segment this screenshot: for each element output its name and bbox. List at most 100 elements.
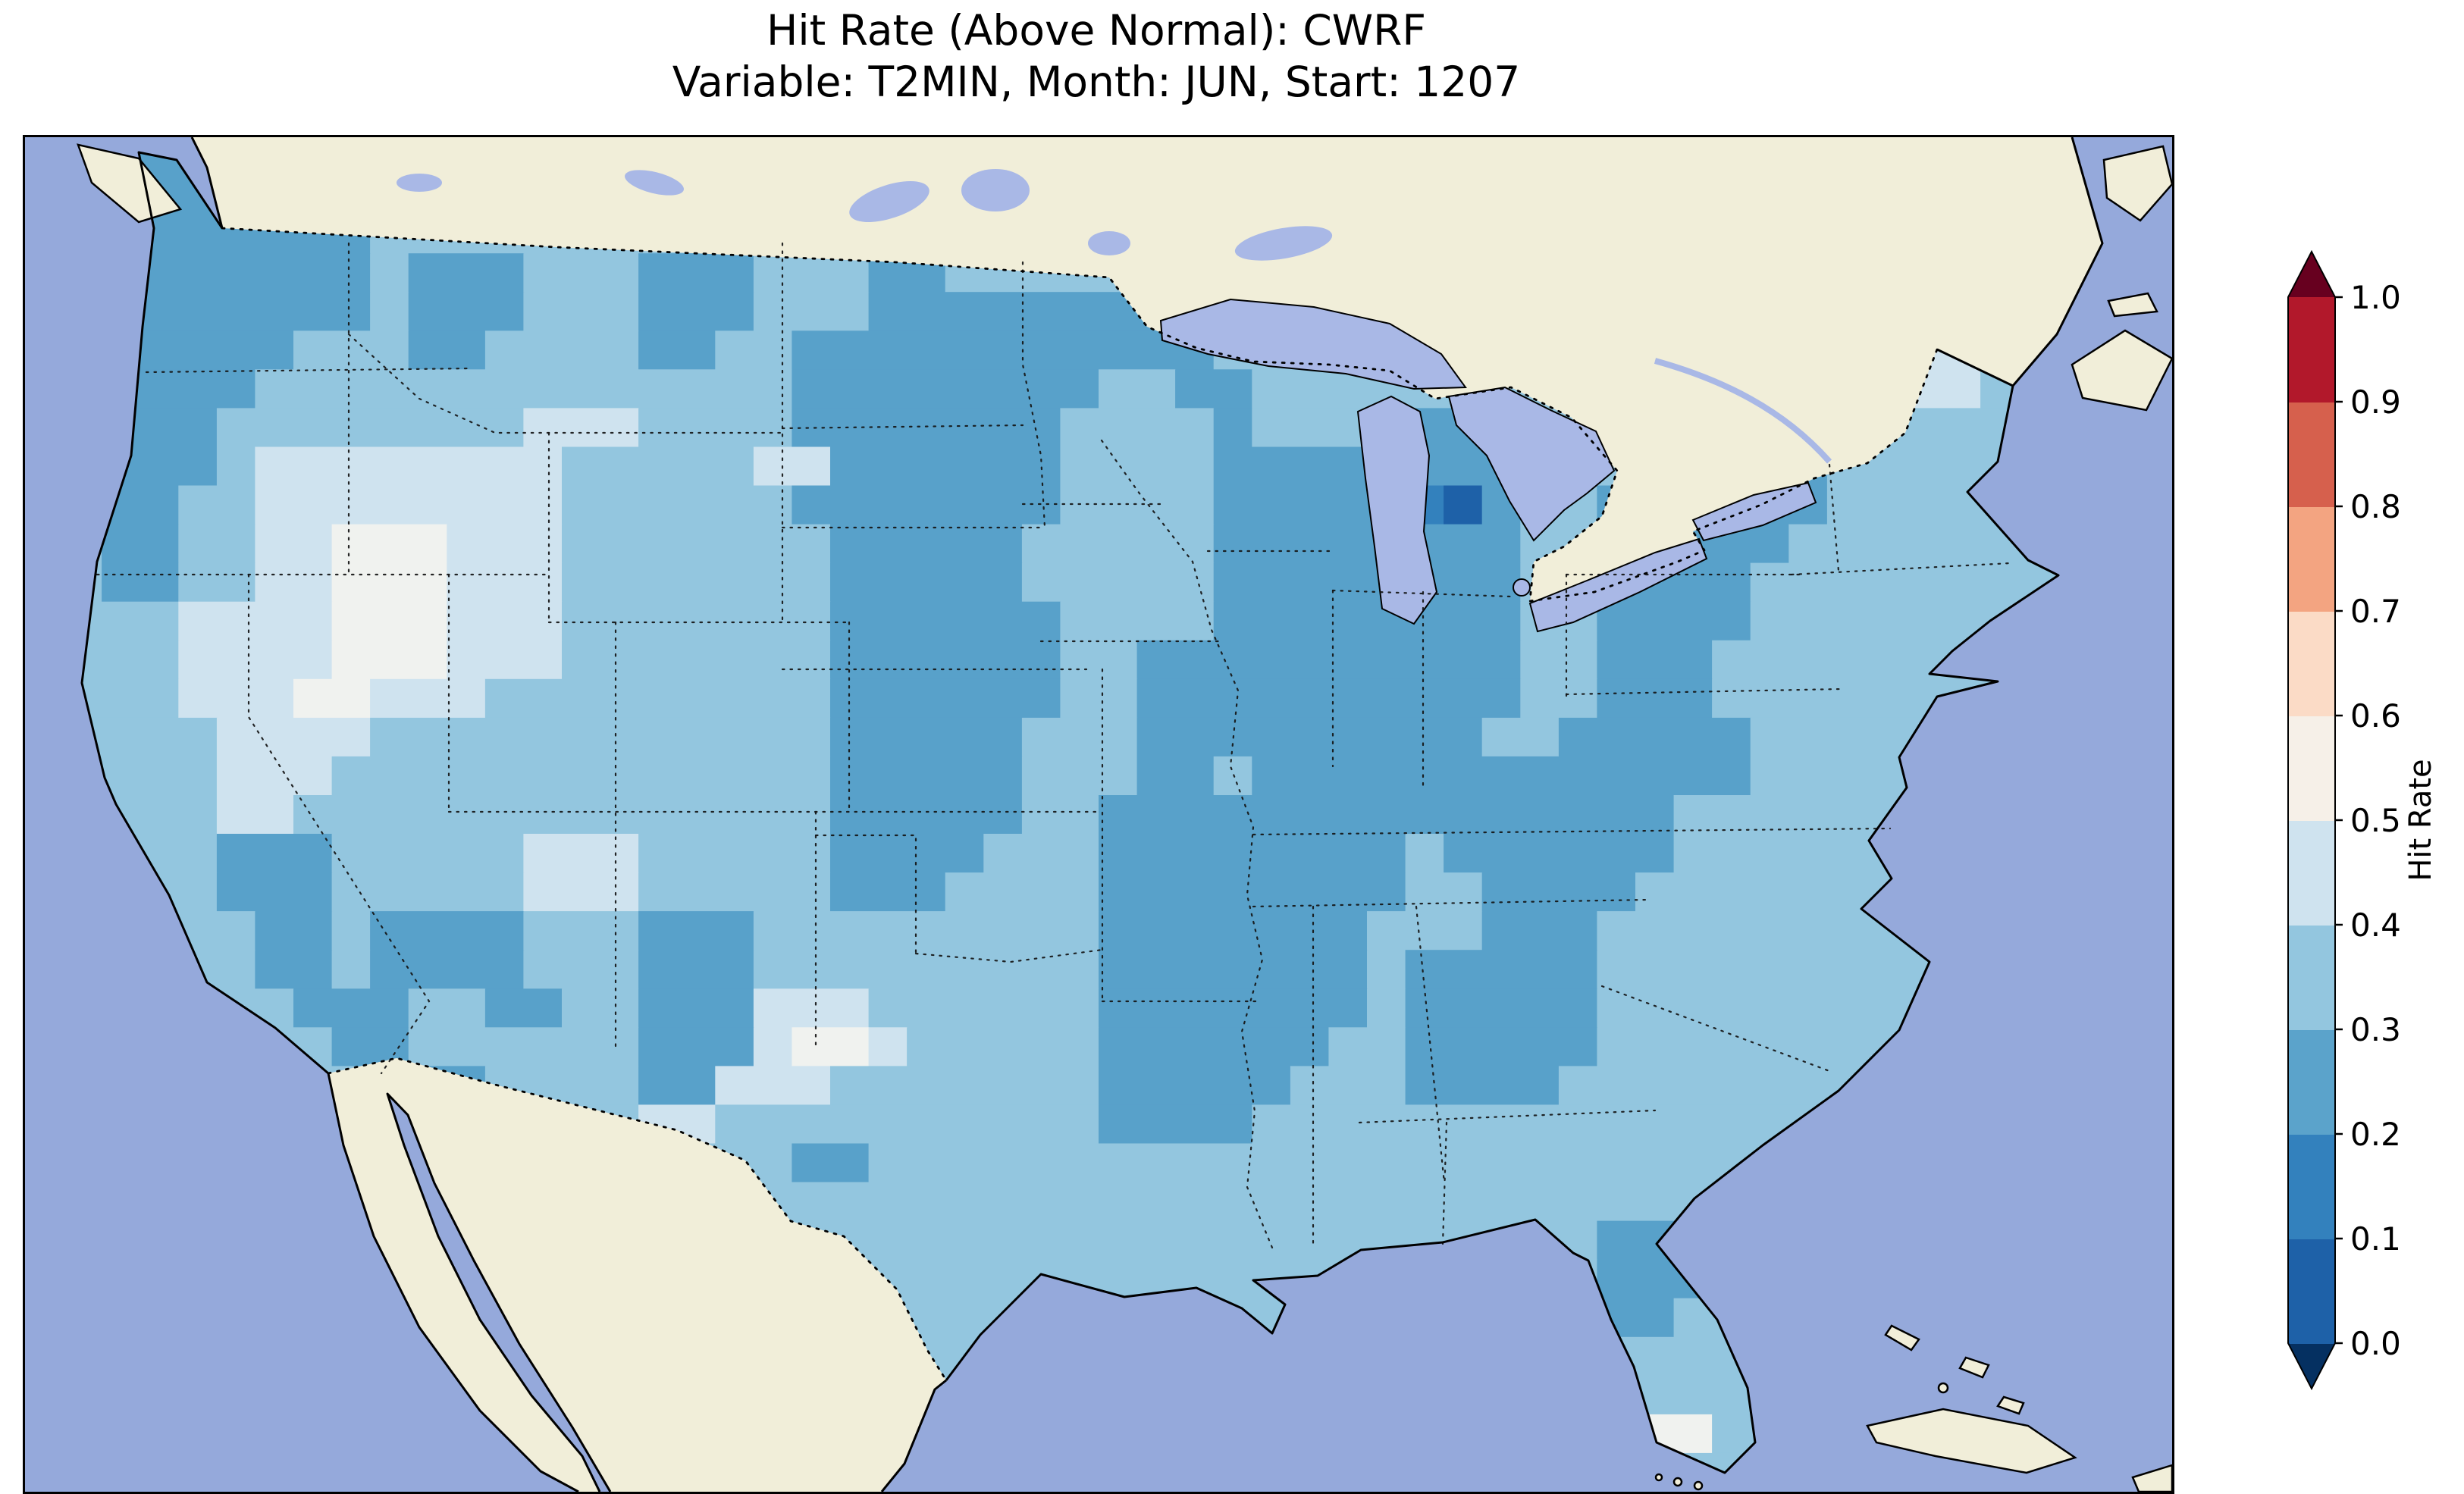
lake-ontario (1691, 481, 1817, 542)
grid-cell-run (830, 601, 1061, 641)
grid-cell-run (830, 678, 1061, 719)
colorbar-tick-label: 0.3 (2350, 1011, 2401, 1048)
colorbar-tick-label: 0.6 (2350, 697, 2401, 734)
canada-lakes (397, 169, 1832, 464)
colorbar-tick-label: 1.0 (2350, 279, 2401, 316)
colorbar-tick-label: 0.8 (2350, 488, 2401, 525)
atlantic-gulf-coastline (945, 348, 2060, 1474)
grid-cell-run (1021, 795, 1099, 835)
grid-cell-run (523, 834, 639, 873)
grid-cell-run (1099, 1066, 1291, 1106)
grid-cell-run (370, 717, 831, 757)
grid-cell-run (1136, 717, 1483, 757)
grid-cell-run (753, 446, 831, 487)
grid-cell-run (408, 988, 486, 1029)
grid-cell-run (792, 330, 1215, 371)
grid-cell-run (1099, 795, 1675, 835)
canada-landmass (192, 137, 2102, 601)
grid-cell-run (216, 717, 371, 757)
grid-cell-run (255, 485, 563, 525)
colorbar-segment (2288, 925, 2335, 1030)
grid-cell-run (638, 988, 754, 1029)
colorbar-tick-label: 0.7 (2350, 593, 2401, 630)
colorbar-tick-label: 0.1 (2350, 1220, 2401, 1258)
grid-cell-run (753, 292, 870, 332)
grid-cell-run (82, 601, 180, 641)
grid-cell-run (523, 911, 639, 951)
grid-cell-run (331, 640, 448, 680)
grid-cell-run (1405, 1027, 1598, 1067)
grid-cell-run (408, 330, 486, 371)
grid-cell-run (1136, 640, 1522, 680)
grid-cell-run (331, 601, 448, 641)
grid-cell-run (1367, 911, 1483, 951)
grid-cell-run (638, 1066, 716, 1106)
grid-cell-run (983, 834, 1099, 873)
grid-cell-run (408, 1027, 639, 1067)
grid-cell-run (178, 640, 333, 680)
colorbar-svg: 1.0 0.9 0.8 0.7 0.6 0.5 0.4 0.3 0.2 0.1 0.0 Hit Rat… (2287, 249, 2438, 1391)
islands (77, 143, 2172, 1492)
grid-cell-run (1099, 369, 1176, 409)
grid-cell-run (868, 988, 1099, 1029)
grid-cell-run (1520, 678, 1598, 719)
grid-cell-run (1099, 1104, 1253, 1145)
grid-cell-run (1136, 678, 1522, 719)
grid-cell-run (370, 253, 409, 293)
grid-cell-run (753, 911, 1099, 951)
grid-cell-run (830, 756, 1023, 796)
grid-cell-run (830, 795, 1023, 835)
nova-scotia-island (2071, 329, 2172, 412)
grid-cell-run (1597, 601, 1751, 641)
grid-cell-run (1136, 756, 1215, 796)
grid-cell-run (715, 1104, 1099, 1145)
state-borders (96, 242, 2011, 1249)
grid-cell-run (216, 834, 333, 873)
colorbar-segment (2288, 1029, 2335, 1135)
grid-cell-run (447, 562, 563, 603)
grid-cell-run (1290, 1066, 1406, 1106)
grid-cell-run (830, 640, 1061, 680)
grid-cell-run (830, 834, 985, 873)
grid-cell-run (638, 872, 831, 912)
grid-cell-run (562, 988, 639, 1029)
grid-cell-run (523, 292, 639, 332)
grid-cell-run (1021, 562, 1215, 603)
grid-cell-run (178, 601, 333, 641)
colorbar-tick-label: 0.0 (2350, 1325, 2401, 1362)
prince-edward-island (2107, 292, 2158, 318)
grid-cell-run (1367, 988, 1406, 1029)
grid-cell-run (830, 562, 1023, 603)
colorbar-tick-label: 0.5 (2350, 802, 2401, 839)
grid-cell-run (523, 872, 639, 912)
grid-cell-run (638, 292, 754, 332)
grid-cell-run (216, 872, 333, 912)
grid-cell-run (255, 562, 333, 603)
grid-cell-run (1405, 1066, 1560, 1106)
grid-cell-run (331, 524, 448, 564)
colorbar-segment (2288, 402, 2335, 507)
grid-cell-run (293, 330, 409, 371)
grid-cell-run (1099, 911, 1368, 951)
grid-cell-run (102, 562, 179, 603)
grid-cell-run (1328, 1027, 1406, 1067)
pacific-coastline (80, 151, 329, 1075)
grid-cell-run (562, 640, 831, 680)
cuba-island (1866, 1408, 2077, 1474)
grid-cell-run (562, 485, 793, 525)
colorbar-segment (2288, 1239, 2335, 1344)
grid-cell-run (1021, 756, 1138, 796)
grid-cell-run (1405, 834, 1444, 873)
grid-cell-run (484, 988, 563, 1029)
colorbar-under-arrow (2288, 1343, 2335, 1389)
grid-cell-run (562, 524, 831, 564)
grid-cell-run (907, 1027, 1099, 1067)
colorbar-tick-label: 0.4 (2350, 907, 2401, 944)
grid-cell-run (753, 988, 870, 1029)
grid-cell-run (523, 408, 639, 448)
grid-cell-run (638, 408, 793, 448)
grid-cell-run (523, 950, 639, 990)
grid-cell-run (255, 950, 333, 990)
map-panel (23, 135, 2174, 1494)
grid-cell-run (792, 369, 1099, 409)
